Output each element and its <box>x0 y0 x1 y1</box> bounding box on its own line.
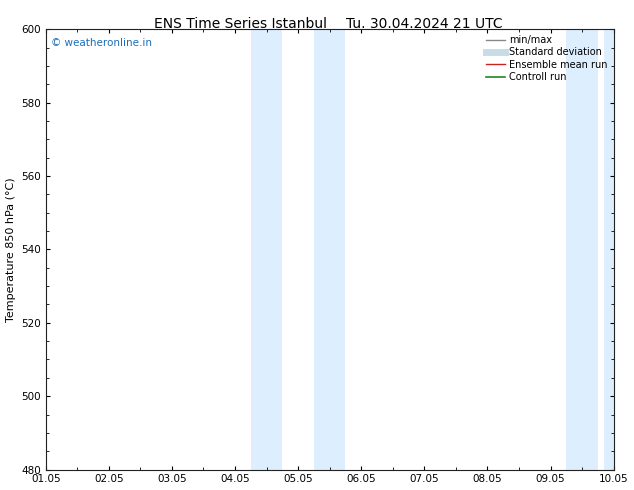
Bar <box>251 29 282 469</box>
Bar <box>604 29 634 469</box>
Y-axis label: Temperature 850 hPa (°C): Temperature 850 hPa (°C) <box>6 177 16 321</box>
Legend: min/max, Standard deviation, Ensemble mean run, Controll run: min/max, Standard deviation, Ensemble me… <box>482 31 612 86</box>
Text: © weatheronline.in: © weatheronline.in <box>51 38 152 48</box>
Text: ENS Time Series Istanbul: ENS Time Series Istanbul <box>155 17 327 31</box>
Bar <box>566 29 598 469</box>
Text: Tu. 30.04.2024 21 UTC: Tu. 30.04.2024 21 UTC <box>346 17 503 31</box>
Bar <box>314 29 346 469</box>
